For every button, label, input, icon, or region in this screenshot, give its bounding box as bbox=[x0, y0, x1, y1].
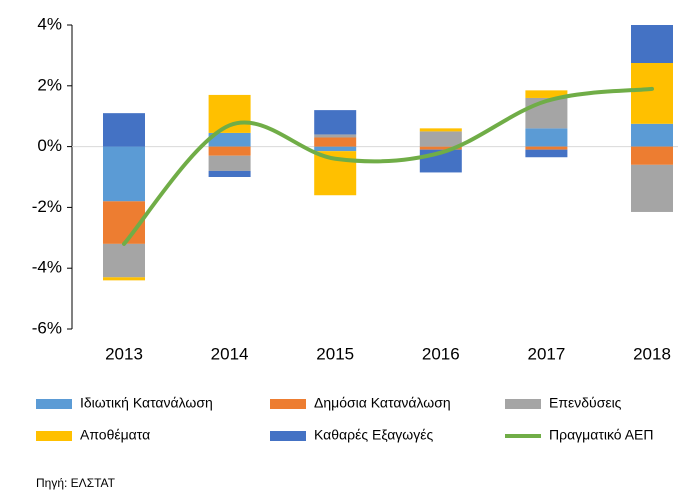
x-tick-label: 2016 bbox=[422, 344, 460, 363]
bar-segment bbox=[103, 277, 145, 281]
line bbox=[122, 86, 654, 246]
y-tick-label: -2% bbox=[32, 197, 62, 216]
legend-label: Καθαρές Εξαγωγές bbox=[314, 427, 433, 443]
legend-label: Πραγματικό ΑΕΠ bbox=[549, 427, 654, 443]
y-tick-label: -6% bbox=[32, 318, 62, 337]
bar-segment bbox=[314, 137, 357, 147]
y-tick-label: 2% bbox=[37, 75, 62, 94]
legend-swatch bbox=[505, 399, 541, 409]
bar-segment bbox=[631, 25, 673, 63]
x-tick-label: 2017 bbox=[527, 344, 565, 363]
legend-swatch bbox=[36, 431, 72, 441]
bar-segment bbox=[314, 110, 357, 135]
legend-swatch bbox=[270, 431, 306, 441]
bar-segment bbox=[631, 123, 673, 147]
bar-segment bbox=[631, 146, 673, 165]
x-tick-label: 2015 bbox=[316, 344, 354, 363]
y-tick-label: 4% bbox=[37, 14, 62, 33]
bar-segment bbox=[631, 63, 673, 124]
bar-segment bbox=[419, 146, 462, 150]
bar-segment bbox=[103, 243, 145, 278]
bar-segment bbox=[103, 146, 145, 202]
y-tick-label: 0% bbox=[37, 136, 62, 155]
legend-swatch bbox=[36, 399, 72, 409]
legend-label: Αποθέματα bbox=[80, 427, 150, 443]
bar-segment bbox=[208, 170, 251, 177]
bar-segment bbox=[314, 146, 357, 152]
bar-segment bbox=[208, 155, 251, 171]
x-tick-label: 2013 bbox=[105, 344, 143, 363]
bar-segment bbox=[314, 134, 357, 138]
x-tick-label: 2014 bbox=[211, 344, 249, 363]
bar-segment bbox=[419, 131, 462, 147]
bar-segment bbox=[419, 128, 462, 132]
bar-segment bbox=[525, 149, 568, 158]
bar-segment bbox=[525, 128, 568, 147]
bar-segment bbox=[208, 146, 251, 156]
legend-swatch bbox=[270, 399, 306, 409]
bar-segment bbox=[525, 146, 568, 150]
legend-label: Επενδύσεις bbox=[549, 395, 622, 411]
bar-segment bbox=[631, 164, 673, 212]
legend-label: Ιδιωτική Κατανάλωση bbox=[80, 395, 213, 411]
bar-segment bbox=[208, 132, 251, 147]
bar-segment bbox=[525, 90, 568, 98]
source: Πηγή: ΕΛΣΤΑΤ bbox=[36, 476, 116, 490]
x-tick-label: 2018 bbox=[633, 344, 671, 363]
bar-segment bbox=[103, 113, 145, 147]
y-tick-label: -4% bbox=[32, 258, 62, 277]
legend-label: Δημόσια Κατανάλωση bbox=[314, 395, 451, 411]
